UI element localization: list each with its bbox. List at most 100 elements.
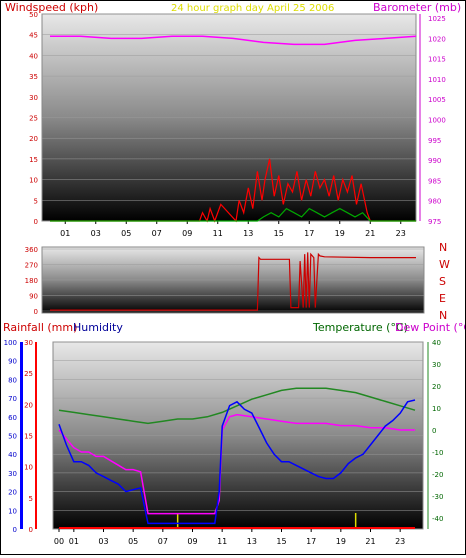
x-tick-label: 03: [91, 229, 101, 238]
barometer-tick-label: 975: [428, 218, 441, 226]
rainfall-tick-label: 5: [29, 495, 33, 503]
direction-axis-ticks: 0 90 180 270 360: [25, 246, 38, 316]
temperature-axis-ticks: -40 -30 -20 -10 0 10 20 30 40: [427, 339, 443, 529]
direction-tick-label: 360: [25, 246, 38, 254]
rainfall-tick-label: 25: [24, 370, 33, 378]
windspeed-tick-label: 15: [29, 156, 38, 164]
x-tick-label: 00: [54, 537, 64, 546]
barometer-tick-label: 1025: [428, 15, 446, 23]
humidity-tick-label: 30: [8, 470, 17, 478]
direction-tick-label: 90: [29, 293, 38, 301]
humidity-tick-label: 20: [8, 489, 17, 497]
humidity-tick-label: 80: [8, 376, 17, 384]
x-tick-label: 07: [158, 537, 168, 546]
windspeed-tick-label: 10: [29, 177, 38, 185]
temperature-tick-label: -10: [432, 449, 443, 457]
x-tick-label: 11: [217, 537, 227, 546]
compass-label: E: [439, 292, 446, 305]
temperature-tick-label: -30: [432, 493, 443, 501]
temperature-tick-label: 40: [432, 339, 441, 347]
bottom-x-axis-ticks: 00 01 03 05 07 09 11 13 15 17 19 21 23: [54, 529, 405, 546]
windspeed-tick-label: 45: [29, 32, 38, 40]
barometer-tick-label: 1015: [428, 56, 446, 64]
rainfall-axis-ticks: 0 5 10 15 20 25 30: [24, 339, 33, 534]
windspeed-axis-ticks: 0 5 10 15 20 25 30 35 40 45 50: [29, 11, 38, 226]
humidity-tick-label: 10: [8, 507, 17, 515]
barometer-tick-label: 995: [428, 137, 441, 145]
chart-title: 24 hour graph day April 25 2006: [171, 3, 334, 14]
compass-label: S: [439, 275, 446, 288]
windspeed-tick-label: 30: [29, 94, 38, 102]
rainfall-tick-label: 0: [29, 526, 33, 534]
x-tick-label: 17: [304, 229, 314, 238]
temperature-tick-label: -40: [432, 515, 443, 523]
barometer-axis-label: Barometer (mb): [373, 1, 461, 14]
barometer-tick-label: 1010: [428, 76, 446, 84]
dewpoint-line: [58, 413, 415, 515]
top-x-axis-ticks: 01 03 05 07 09 11 13 15 17 19 21 23: [60, 221, 406, 238]
top-series: [50, 35, 417, 223]
rainfall-tick-label: 30: [24, 339, 33, 347]
humidity-tick-label: 50: [8, 433, 17, 441]
rainfall-axis-bar: [35, 342, 37, 529]
x-tick-label: 01: [69, 537, 79, 546]
humidity-tick-label: 40: [8, 451, 17, 459]
x-tick-label: 11: [213, 229, 223, 238]
temperature-line: [58, 387, 416, 425]
direction-line: [50, 252, 416, 311]
x-tick-label: 17: [306, 537, 316, 546]
compass-label: N: [439, 241, 447, 254]
x-tick-label: 13: [247, 537, 257, 546]
humidity-tick-label: 90: [8, 358, 17, 366]
direction-tick-label: 180: [25, 277, 38, 285]
barometer-tick-label: 1020: [428, 35, 446, 43]
dewpoint-axis-label: Dew Point (°C): [395, 321, 465, 334]
x-tick-label: 15: [274, 229, 284, 238]
x-tick-label: 21: [365, 229, 375, 238]
windspeed-tick-label: 25: [29, 115, 38, 123]
barometer-tick-label: 990: [428, 157, 441, 165]
barometer-tick-label: 1000: [428, 117, 446, 125]
x-tick-label: 23: [395, 537, 405, 546]
windspeed-line: [50, 158, 416, 223]
x-tick-label: 05: [128, 537, 138, 546]
windspeed-tick-label: 5: [34, 197, 38, 205]
temperature-tick-label: -20: [432, 471, 443, 479]
barometer-tick-label: 1005: [428, 96, 446, 104]
compass-label: N: [439, 309, 447, 322]
humidity-tick-label: 0: [13, 526, 17, 534]
humidity-axis-ticks: 0 10 20 30 40 50 60 70 80 90 100: [4, 339, 17, 534]
x-tick-label: 05: [121, 229, 131, 238]
humidity-axis-label: Humidity: [73, 321, 123, 334]
windspeed-tick-label: 35: [29, 73, 38, 81]
windspeed-axis-label: Windspeed (kph): [5, 1, 98, 14]
x-tick-label: 13: [243, 229, 253, 238]
barometer-line: [50, 35, 417, 46]
x-tick-label: 15: [276, 537, 286, 546]
rainfall-tick-label: 15: [24, 433, 33, 441]
rainfall-tick-label: 10: [24, 464, 33, 472]
windspeed-tick-label: 20: [29, 135, 38, 143]
barometer-tick-label: 980: [428, 198, 441, 206]
humidity-tick-label: 70: [8, 395, 17, 403]
x-tick-label: 09: [187, 537, 197, 546]
temperature-axis-label: Temperature (°C): [312, 321, 408, 334]
temperature-tick-label: 30: [432, 361, 441, 369]
windspeed-tick-label: 0: [34, 218, 38, 226]
windspeed-tick-label: 40: [29, 52, 38, 60]
bottom-series: [58, 387, 416, 529]
direction-grid: [42, 248, 424, 312]
x-tick-label: 09: [182, 229, 192, 238]
barometer-tick-label: 985: [428, 177, 441, 185]
x-tick-label: 07: [152, 229, 162, 238]
direction-series: [50, 252, 416, 311]
direction-tick-label: 0: [34, 308, 38, 316]
humidity-axis-bar: [20, 342, 23, 529]
humidity-tick-label: 60: [8, 414, 17, 422]
windspeed-tick-label: 50: [29, 11, 38, 19]
rainfall-tick-label: 20: [24, 401, 33, 409]
temperature-tick-label: 0: [432, 427, 436, 435]
